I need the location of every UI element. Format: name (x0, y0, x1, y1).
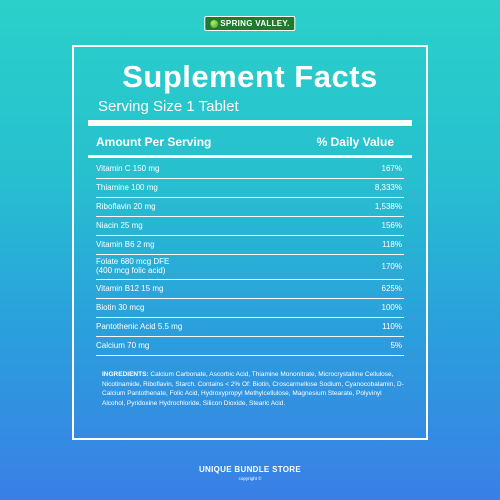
nutrient-name: Vitamin B6 2 mg (96, 239, 155, 249)
header-divider (88, 155, 412, 158)
nutrient-daily-value: 167% (381, 163, 402, 173)
nutrient-daily-value: 170% (381, 261, 402, 271)
nutrient-name: Niacin 25 mg (96, 220, 143, 230)
copyright-text: copyright © (238, 476, 262, 481)
nutrient-daily-value: 100% (381, 302, 402, 312)
table-header: Amount Per Serving % Daily Value (96, 136, 404, 148)
table-row: Thiamine 100 mg 8,333% (96, 179, 404, 198)
nutrient-daily-value: 5% (390, 340, 402, 350)
nutrient-name: Folate 680 mcg DFE (400 mcg folic acid) (96, 257, 170, 276)
panel-title: Suplement Facts (122, 59, 378, 94)
amount-header: Amount Per Serving (96, 135, 212, 149)
table-row: Vitamin C 150 mg 167% (96, 160, 404, 179)
nutrient-name-line2: (400 mcg folic acid) (96, 266, 166, 275)
nutrient-name: Biotin 30 mcg (96, 302, 145, 312)
nutrient-name: Riboflavin 20 mg (96, 201, 156, 211)
table-row: Biotin 30 mcg 100% (96, 299, 404, 318)
nutrient-daily-value: 110% (382, 321, 402, 331)
nutrient-name: Vitamin B12 15 mg (96, 283, 164, 293)
nutrient-name: Pantothenic Acid 5.5 mg (96, 321, 183, 331)
table-row: Niacin 25 mg 156% (96, 217, 404, 236)
nutrient-daily-value: 625% (381, 283, 402, 293)
nutrient-name: Calcium 70 mg (96, 340, 150, 350)
ingredients-text: INGREDIENTS: Calcium Carbonate, Ascorbic… (102, 370, 404, 408)
store-name: UNIQUE BUNDLE STORE (198, 465, 301, 474)
nutrient-name-line1: Folate 680 mcg DFE (96, 257, 170, 267)
table-row: Pantothenic Acid 5.5 mg 110% (96, 318, 404, 337)
ingredients-list: Calcium Carbonate, Ascorbic Acid, Thiami… (102, 371, 404, 407)
brand-logo: SPRING VALLEY. (204, 16, 296, 31)
nutrient-name: Vitamin C 150 mg (96, 163, 160, 173)
nutrient-daily-value: 118% (382, 239, 402, 249)
nutrient-daily-value: 8,333% (374, 182, 402, 192)
table-row: Calcium 70 mg 5% (96, 337, 404, 356)
ingredients-label: INGREDIENTS: (102, 371, 149, 378)
table-row: Riboflavin 20 mg 1,538% (96, 198, 404, 217)
supplement-facts-panel: Suplement Facts Serving Size 1 Tablet Am… (72, 45, 428, 440)
thick-divider (88, 120, 412, 126)
nutrient-daily-value: 156% (381, 220, 402, 230)
nutrient-name: Thiamine 100 mg (96, 182, 158, 192)
table-row: Vitamin B12 15 mg 625% (96, 280, 404, 299)
leaf-icon (210, 19, 219, 28)
nutrient-daily-value: 1,538% (374, 201, 402, 211)
daily-value-header: % Daily Value (316, 135, 394, 149)
brand-logo-text: SPRING VALLEY. (220, 19, 290, 28)
table-row: Folate 680 mcg DFE (400 mcg folic acid) … (96, 255, 404, 280)
nutrient-list: Vitamin C 150 mg 167% Thiamine 100 mg 8,… (96, 160, 404, 356)
table-row: Vitamin B6 2 mg 118% (96, 236, 404, 255)
serving-size: Serving Size 1 Tablet (98, 98, 239, 115)
